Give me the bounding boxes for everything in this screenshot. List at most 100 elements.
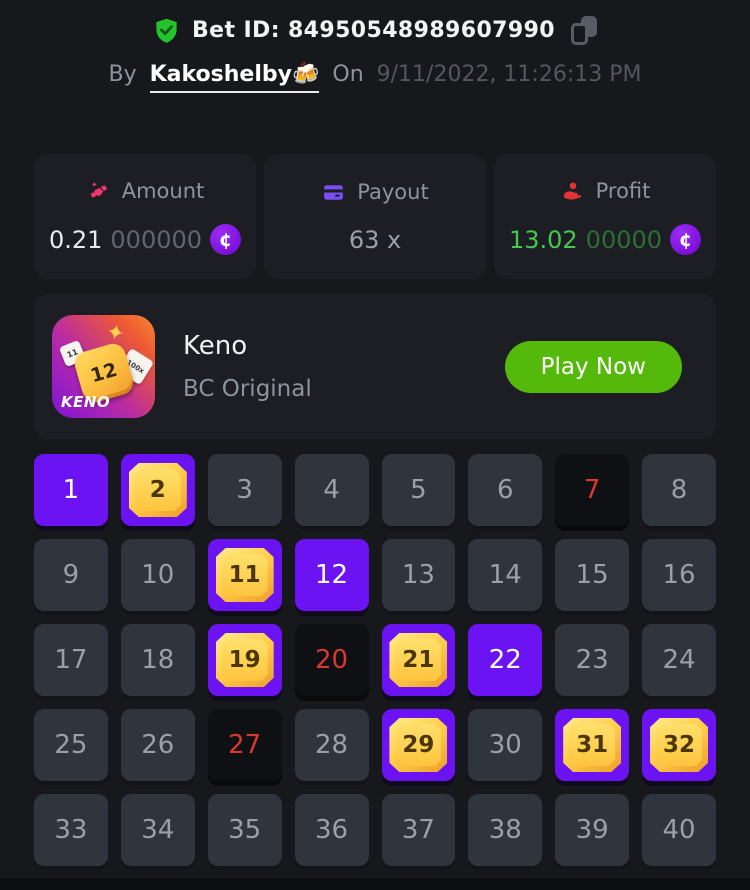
username-link[interactable]: Kakoshelby🍻: [149, 62, 320, 93]
payout-value-row: 63 x: [349, 226, 401, 254]
keno-tile-number: 13: [401, 560, 435, 590]
keno-tile-15: 15: [555, 539, 630, 611]
keno-tile-16: 16: [642, 539, 716, 611]
keno-tile-number: 38: [488, 815, 522, 845]
keno-tile-34: 34: [120, 794, 195, 866]
keno-tile-7: 7: [555, 454, 630, 526]
keno-tile-22: 22: [468, 624, 543, 696]
gems-icon: [90, 182, 108, 198]
keno-tile-19: 19: [207, 624, 282, 696]
keno-tile-number: 5: [410, 475, 427, 505]
keno-board: 1 2 3 4 5 6 7 8 9 10 11 12 13 14 15 16 17 18 19 20 21 22 23 24 2…: [34, 454, 716, 866]
amount-label: Amount: [121, 178, 205, 203]
on-label: On: [332, 62, 364, 87]
keno-tile-1: 1: [34, 454, 108, 526]
keno-tile-36: 36: [294, 794, 369, 866]
keno-tile-number: 20: [315, 645, 349, 675]
profit-value: 13.02: [508, 225, 578, 254]
keno-tile-6: 6: [468, 454, 543, 526]
stat-card-amount: Amount 0.21 000000 ¢: [34, 154, 256, 279]
keno-tile-28: 28: [294, 709, 369, 781]
keno-tile-32: 32: [642, 709, 716, 781]
bet-meta-row: By Kakoshelby🍻 On 9/11/2022, 11:26:13 PM: [34, 62, 716, 93]
keno-tile-29: 29: [381, 709, 456, 781]
keno-tile-number: 36: [315, 815, 349, 845]
gold-gem-icon: 11: [215, 548, 274, 602]
keno-tile-12: 12: [294, 539, 369, 611]
keno-tile-number: 17: [54, 645, 88, 675]
keno-tile-4: 4: [294, 454, 369, 526]
gold-gem-icon: 2: [128, 463, 187, 517]
keno-tile-number: 27: [228, 730, 262, 760]
keno-tile-number: 30: [488, 730, 522, 760]
payout-label-row: Payout: [321, 180, 429, 205]
bet-id-text: Bet ID: 84950548989607990: [192, 18, 555, 43]
keno-tile-18: 18: [120, 624, 195, 696]
amount-value: 0.21: [48, 225, 103, 254]
keno-tile-10: 10: [120, 539, 195, 611]
profit-value-row: 13.02 00000 ¢: [508, 224, 702, 255]
keno-tile-number: 28: [315, 730, 349, 760]
keno-tile-21: 21: [381, 624, 456, 696]
keno-tile-number: 19: [221, 639, 268, 681]
coin-icon: ¢: [670, 224, 702, 255]
gold-gem-icon: 19: [215, 633, 274, 687]
keno-tile-number: 14: [488, 560, 522, 590]
keno-tile-number: 26: [141, 730, 175, 760]
play-now-button[interactable]: Play Now: [504, 340, 682, 393]
keno-tile-25: 25: [34, 709, 108, 781]
keno-tile-number: 8: [670, 475, 688, 505]
bottom-divider: [0, 878, 750, 890]
keno-tile-30: 30: [468, 709, 543, 781]
profit-label-row: Profit: [560, 178, 651, 203]
keno-tile-number: 7: [583, 475, 601, 505]
profit-label: Profit: [595, 178, 651, 203]
keno-tile-24: 24: [642, 624, 716, 696]
keno-tile-20: 20: [294, 624, 369, 696]
keno-tile-23: 23: [555, 624, 630, 696]
keno-tile-number: 2: [134, 469, 181, 511]
keno-tile-3: 3: [207, 454, 282, 526]
keno-tile-39: 39: [555, 794, 630, 866]
keno-tile-number: 9: [62, 560, 80, 590]
keno-tile-number: 29: [395, 724, 442, 766]
stat-card-payout: Payout 63 x: [264, 154, 486, 279]
keno-tile-11: 11: [207, 539, 282, 611]
hand-coin-icon: [563, 182, 581, 200]
credit-card-icon: [324, 184, 344, 200]
keno-tile-number: 34: [141, 815, 175, 845]
keno-tile-number: 3: [236, 475, 253, 505]
bet-id-row: Bet ID: 84950548989607990: [34, 16, 716, 45]
stat-card-profit: Profit 13.02 00000 ¢: [494, 154, 716, 279]
keno-tile-number: 12: [315, 560, 349, 590]
keno-tile-8: 8: [642, 454, 716, 526]
keno-tile-number: 33: [54, 815, 88, 845]
keno-tile-13: 13: [381, 539, 456, 611]
keno-tile-9: 9: [34, 539, 108, 611]
keno-tile-number: 24: [662, 645, 696, 675]
payout-label: Payout: [357, 180, 429, 204]
keno-tile-number: 25: [54, 730, 88, 760]
gold-gem-icon: 29: [389, 718, 448, 772]
bet-timestamp: 9/11/2022, 11:26:13 PM: [376, 62, 642, 87]
bet-detail-page: Bet ID: 84950548989607990 By Kakoshelby🍻…: [34, 16, 716, 866]
keno-tile-14: 14: [468, 539, 543, 611]
keno-tile-number: 16: [662, 560, 696, 590]
copy-icon-front: [571, 23, 588, 45]
keno-tile-number: 18: [141, 645, 175, 675]
keno-tile-number: 4: [323, 475, 340, 505]
keno-tile-number: 23: [575, 645, 609, 675]
amount-value-row: 0.21 000000 ¢: [48, 224, 242, 255]
keno-brand-text: KENO: [61, 393, 111, 411]
keno-tile-31: 31: [555, 709, 630, 781]
keno-tile-number: 31: [569, 724, 616, 766]
profit-value-zeros: 00000: [585, 225, 663, 254]
keno-tile-27: 27: [207, 709, 282, 781]
keno-tile-33: 33: [34, 794, 108, 866]
keno-tile-38: 38: [468, 794, 543, 866]
keno-tile-number: 10: [141, 560, 175, 590]
keno-game-icon: ✦ 11 100x 12 KENO: [52, 315, 155, 418]
copy-icon[interactable]: [571, 16, 597, 45]
amount-label-row: Amount: [86, 178, 205, 203]
keno-tile-number: 15: [575, 560, 609, 590]
